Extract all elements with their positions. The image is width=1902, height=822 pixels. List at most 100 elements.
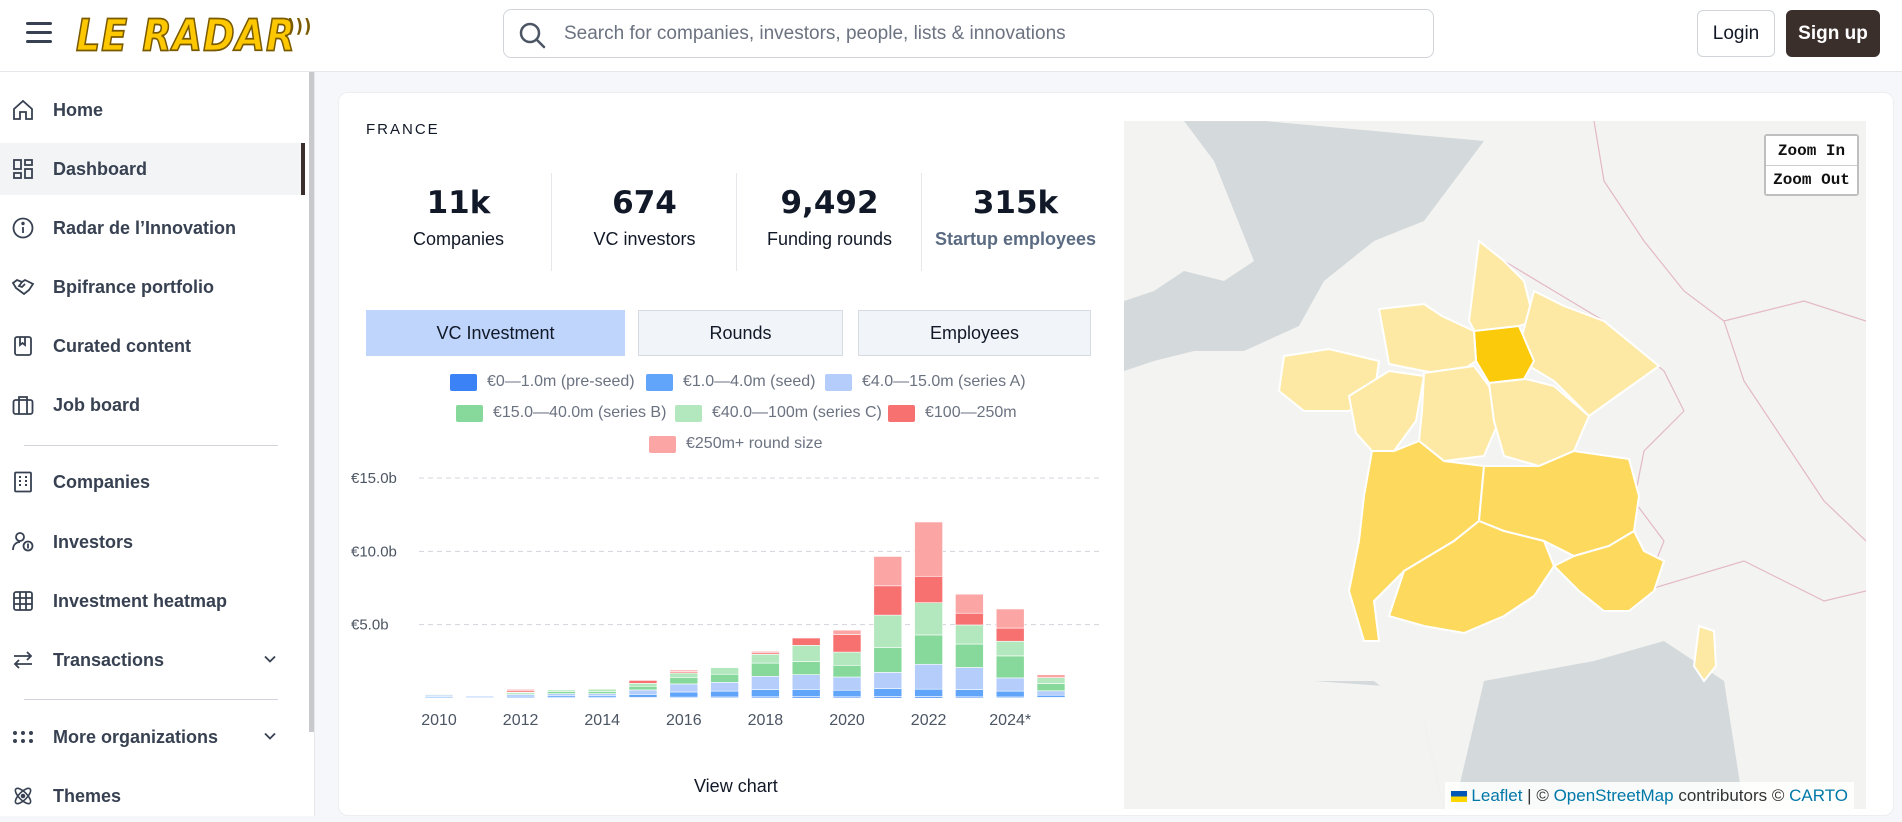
bar-segment[interactable] <box>832 664 862 678</box>
bar-segment[interactable] <box>587 691 617 694</box>
tab-employees[interactable]: Employees <box>858 310 1091 356</box>
bar-segment[interactable] <box>832 629 862 635</box>
bar-segment[interactable] <box>873 647 903 673</box>
bar-segment[interactable] <box>628 680 658 684</box>
region-pays-de-la-loire[interactable] <box>1347 369 1426 452</box>
bar-segment[interactable] <box>873 688 903 697</box>
bar-segment[interactable] <box>710 667 739 675</box>
sidebar-item-transactions[interactable]: Transactions <box>0 634 305 686</box>
region-corse[interactable] <box>1692 624 1718 683</box>
tab-rounds[interactable]: Rounds <box>638 310 843 356</box>
sidebar-item-themes[interactable]: Themes <box>0 770 305 822</box>
bar-segment[interactable] <box>914 602 943 636</box>
region-occitanie[interactable] <box>1387 519 1556 635</box>
bar-segment[interactable] <box>710 682 739 692</box>
bar-segment[interactable] <box>547 691 576 694</box>
sidebar-item-investors[interactable]: Investors <box>0 516 305 568</box>
bar-segment[interactable] <box>995 677 1025 692</box>
bar-segment[interactable] <box>506 689 535 692</box>
bar-segment[interactable] <box>995 690 1025 698</box>
bar-segment[interactable] <box>955 643 984 668</box>
chevron-down-icon[interactable] <box>263 729 277 743</box>
bar-segment[interactable] <box>791 674 821 690</box>
bar-segment[interactable] <box>547 689 576 692</box>
bar-segment[interactable] <box>1036 694 1066 698</box>
bar-segment[interactable] <box>995 608 1025 629</box>
bar-segment[interactable] <box>710 673 739 683</box>
sidebar-item-bpifrance-portfolio[interactable]: Bpifrance portfolio <box>0 261 305 313</box>
sidebar-item-dashboard[interactable]: Dashboard <box>0 143 305 195</box>
bar-segment[interactable] <box>1036 674 1066 678</box>
bar-segment[interactable] <box>873 556 903 587</box>
legend-item[interactable]: €4.0—15.0m (series A) <box>825 373 1026 391</box>
bar-segment[interactable] <box>424 693 454 695</box>
bar-segment[interactable] <box>751 653 780 664</box>
bar-segment[interactable] <box>1036 683 1066 692</box>
bar-segment[interactable] <box>791 689 821 697</box>
region-paca[interactable] <box>1552 529 1666 612</box>
bar-segment[interactable] <box>914 688 943 697</box>
bar-segment[interactable] <box>587 693 617 697</box>
bar-segment[interactable] <box>751 662 780 677</box>
stat-label[interactable]: Startup employees <box>934 229 1097 249</box>
sidebar-item-job-board[interactable]: Job board <box>0 379 305 431</box>
stat-companies[interactable]: 11k Companies <box>366 173 551 271</box>
search-input[interactable] <box>564 20 1404 48</box>
bar-segment[interactable] <box>832 634 862 653</box>
bar-segment[interactable] <box>465 694 495 697</box>
bar-segment[interactable] <box>832 689 862 698</box>
legend-item[interactable]: €1.0—4.0m (seed) <box>646 373 816 391</box>
bar-segment[interactable] <box>995 655 1025 679</box>
bar-segment[interactable] <box>669 677 699 685</box>
bar-segment[interactable] <box>873 672 903 689</box>
bar-segment[interactable] <box>710 690 739 698</box>
bar-segment[interactable] <box>832 651 862 666</box>
bar-segment[interactable] <box>955 667 984 690</box>
sidebar-item-investment-heatmap[interactable]: Investment heatmap <box>0 575 305 627</box>
stat-funding-rounds[interactable]: 9,492 Funding rounds <box>737 173 922 271</box>
bar-segment[interactable] <box>669 672 699 678</box>
stat-startup-employees[interactable]: 315k Startup employees <box>923 173 1108 271</box>
bar-segment[interactable] <box>995 627 1025 642</box>
bar-segment[interactable] <box>791 661 821 675</box>
carto-link[interactable]: CARTO <box>1789 786 1848 805</box>
chevron-down-icon[interactable] <box>263 652 277 666</box>
login-button[interactable]: Login <box>1697 10 1775 57</box>
region-centre-val-de-loire[interactable] <box>1417 364 1501 463</box>
legend-item[interactable]: €40.0—100m (series C) <box>675 404 882 422</box>
legend-item[interactable]: €0—1.0m (pre-seed) <box>450 373 635 391</box>
sidebar-item-home[interactable]: Home <box>0 84 305 136</box>
stat-vc-investors[interactable]: 674 VC investors <box>552 173 737 271</box>
france-map[interactable]: Zoom In Zoom Out Leaflet | © OpenStreetM… <box>1124 121 1866 809</box>
zoom-out-button[interactable]: Zoom Out <box>1766 165 1857 194</box>
sidebar-item-companies[interactable]: Companies <box>0 456 305 508</box>
bar-segment[interactable] <box>955 612 984 626</box>
bar-segment[interactable] <box>914 663 943 690</box>
bar-segment[interactable] <box>628 685 658 691</box>
bar-segment[interactable] <box>995 640 1025 657</box>
sidebar-item-radar-innovation[interactable]: Radar de l’Innovation <box>0 202 305 254</box>
bar-segment[interactable] <box>751 675 780 690</box>
sidebar-item-more-organizations[interactable]: More organizations <box>0 711 305 763</box>
legend-item[interactable]: €250m+ round size <box>649 435 823 453</box>
bar-segment[interactable] <box>791 645 821 662</box>
bar-segment[interactable] <box>628 694 658 698</box>
bar-segment[interactable] <box>587 688 617 692</box>
bar-segment[interactable] <box>955 624 984 645</box>
bar-segment[interactable] <box>873 614 903 648</box>
legend-item[interactable]: €15.0—40.0m (series B) <box>456 404 666 422</box>
bar-segment[interactable] <box>628 689 658 695</box>
bar-segment[interactable] <box>914 634 943 665</box>
bar-segment[interactable] <box>1036 690 1066 696</box>
bar-segment[interactable] <box>955 689 984 698</box>
bar-segment[interactable] <box>628 683 658 687</box>
bar-segment[interactable] <box>914 575 943 603</box>
zoom-in-button[interactable]: Zoom In <box>1766 136 1857 165</box>
bar-segment[interactable] <box>914 521 943 577</box>
bar-segment[interactable] <box>547 693 576 697</box>
signup-button[interactable]: Sign up <box>1786 10 1880 57</box>
bar-segment[interactable] <box>791 637 821 646</box>
bar-segment[interactable] <box>873 585 903 616</box>
sidebar-item-curated-content[interactable]: Curated content <box>0 320 305 372</box>
logo[interactable]: LE RADAR))) <box>75 9 311 61</box>
